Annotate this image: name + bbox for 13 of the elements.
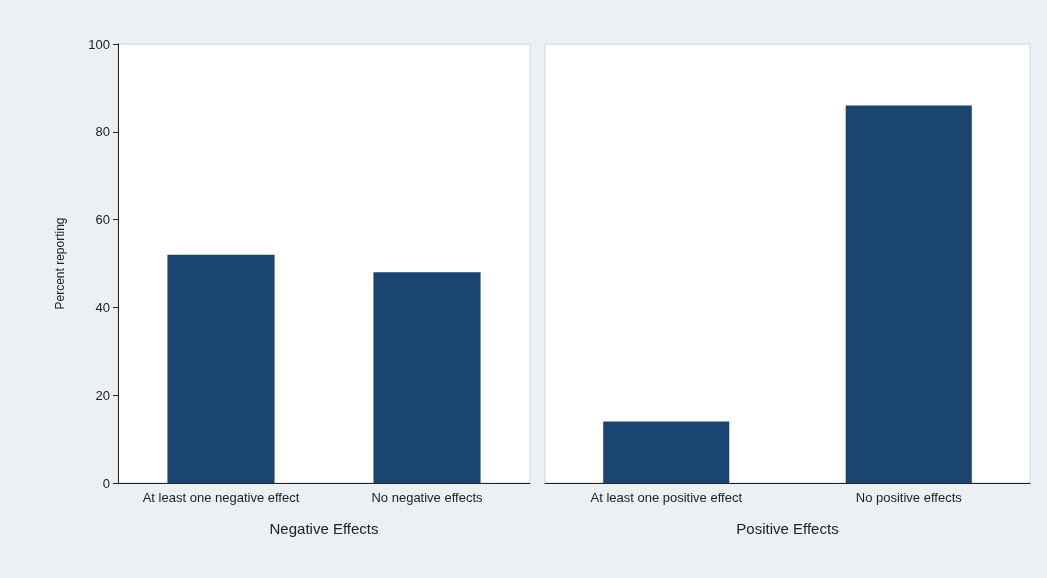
x-axis-title: Positive Effects bbox=[736, 520, 839, 537]
y-tick-label: 80 bbox=[95, 124, 110, 140]
x-tick-label: No positive effects bbox=[855, 490, 963, 505]
y-tick-label: 20 bbox=[95, 387, 110, 403]
x-axis-title: Negative Effects bbox=[269, 520, 379, 537]
y-tick-label: 40 bbox=[95, 299, 110, 315]
x-tick-label: At least one negative effect bbox=[142, 490, 300, 505]
y-tick-label: 100 bbox=[88, 36, 110, 52]
y-tick-label: 60 bbox=[95, 212, 110, 228]
x-tick-label: At least one positive effect bbox=[590, 490, 743, 505]
y-tick-label: 0 bbox=[102, 475, 110, 491]
x-tick-label: No negative effects bbox=[371, 490, 484, 505]
y-axis-title: Percent reporting bbox=[53, 217, 67, 310]
